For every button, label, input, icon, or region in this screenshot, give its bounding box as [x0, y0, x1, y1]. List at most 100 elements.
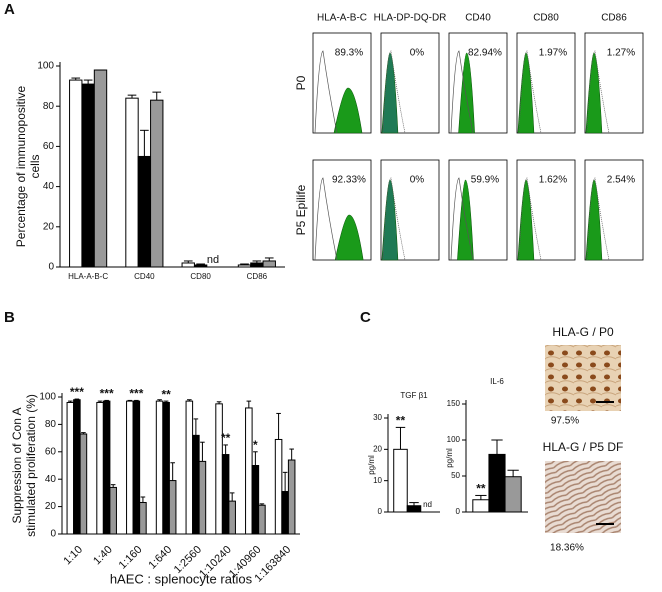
error-bar [507, 469, 519, 477]
error-bar [152, 91, 162, 101]
error-bar [104, 399, 109, 402]
y-axis-label: pg/ml [445, 448, 454, 468]
y-tick-label: 0 [48, 262, 54, 273]
significance: *** [70, 385, 84, 399]
y-tick-label: 80 [45, 419, 57, 430]
error-bar [240, 263, 249, 265]
histogram-fill [381, 52, 399, 134]
y-tick-label: 0 [456, 507, 461, 516]
bar [155, 400, 164, 535]
bar [93, 69, 108, 268]
bar [150, 99, 164, 268]
image-caption: 97.5% [551, 416, 579, 427]
bar [69, 79, 83, 268]
x-tick-label: CD86 [247, 272, 268, 281]
bar [139, 501, 147, 535]
x-axis-label: hAEC : splenocyte ratios [110, 571, 253, 586]
y-tick-label: 100 [447, 435, 461, 444]
histogram-fill [333, 87, 363, 134]
significance: * [253, 438, 258, 452]
error-bar [74, 398, 80, 400]
error-bar [216, 401, 222, 404]
error-bar [259, 503, 265, 506]
isotype-outline [450, 50, 474, 134]
bar [126, 400, 134, 535]
error-bar [223, 444, 228, 455]
significance: *** [129, 387, 143, 401]
isotype-outline [518, 177, 542, 261]
column-header: CD86 [601, 13, 627, 24]
panel-letter: C [360, 309, 371, 326]
bar [162, 401, 170, 535]
y-axis-label: Percentage of immunopositive [14, 85, 28, 247]
error-bar [200, 441, 205, 462]
isotype-outline [314, 177, 338, 261]
bar [198, 460, 207, 535]
percentage: 59.9% [471, 175, 499, 186]
percentage: 1.97% [539, 48, 567, 59]
error-bar [71, 77, 81, 81]
y-axis-label: cells [28, 154, 42, 178]
row-label: P5 Epilife [294, 184, 308, 235]
histogram-fill [517, 52, 535, 134]
isotype-outline [518, 50, 542, 134]
histogram-frame [584, 159, 644, 261]
percentage: 1.27% [607, 48, 635, 59]
significance: ** [221, 431, 231, 445]
bar [181, 262, 195, 268]
error-bar [252, 260, 262, 263]
bar [262, 260, 276, 268]
bar [96, 401, 104, 535]
bar [132, 400, 141, 535]
significance: ** [396, 414, 406, 428]
histogram-frame [448, 32, 508, 134]
error-bar [83, 79, 93, 85]
micrograph [545, 461, 621, 533]
histogram-frame [516, 32, 576, 134]
bar [102, 400, 111, 535]
error-bar [140, 496, 146, 503]
y-tick-label: 80 [43, 101, 55, 112]
y-tick-label: 20 [43, 221, 55, 232]
histogram-fill [334, 214, 364, 261]
y-tick-label: 0 [378, 507, 383, 516]
bar [237, 264, 252, 268]
percentage: 1.62% [539, 175, 567, 186]
significance: ** [161, 387, 171, 401]
bar [393, 448, 408, 513]
bar [488, 453, 506, 513]
x-tick-label: 1:10 [61, 544, 85, 568]
image-title: HLA-G / P5 DF [543, 440, 624, 454]
error-bar [196, 263, 205, 265]
error-bar [183, 260, 193, 263]
error-bar [68, 400, 73, 403]
bar [109, 486, 117, 535]
error-bar [246, 400, 252, 408]
isotype-outline [450, 177, 474, 261]
error-bar [81, 432, 86, 434]
error-bar [253, 451, 258, 466]
bar [79, 433, 88, 535]
percentage: 92.33% [332, 175, 366, 186]
percentage: 2.54% [607, 175, 635, 186]
error-bar [170, 462, 175, 481]
error-bar [97, 400, 103, 403]
y-tick-label: 100 [37, 61, 54, 72]
error-bar [187, 399, 192, 402]
bar [287, 459, 296, 535]
column-header: CD80 [533, 13, 559, 24]
error-bar [127, 399, 133, 402]
row-label: P0 [294, 75, 308, 90]
x-tick-label: 1:160 [117, 544, 145, 572]
image-caption: 18.36% [550, 543, 584, 554]
histogram-frame [448, 159, 508, 261]
histogram-fill [585, 179, 603, 261]
x-tick-label: CD40 [134, 272, 155, 281]
y-tick-label: 100 [39, 392, 56, 403]
histogram-fill [458, 52, 475, 134]
error-bar [282, 471, 288, 492]
histogram-fill [517, 179, 535, 261]
y-tick-label: 30 [373, 413, 382, 422]
column-header: CD40 [465, 13, 491, 24]
